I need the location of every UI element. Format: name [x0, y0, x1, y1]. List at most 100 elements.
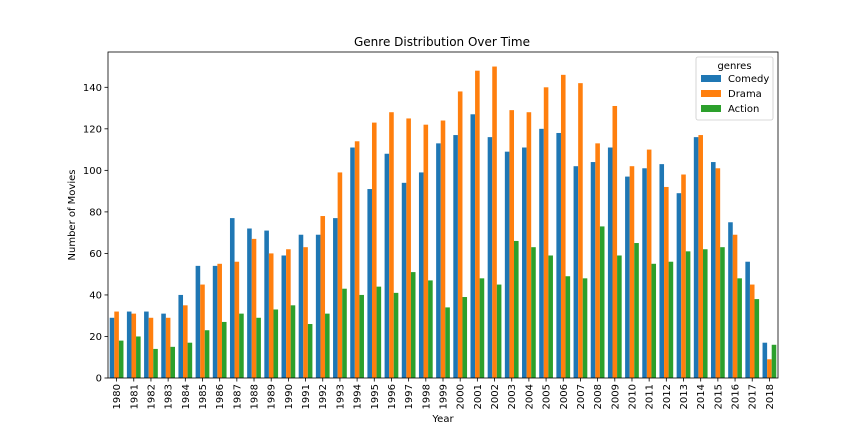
bar-comedy-1985	[195, 265, 201, 378]
bar-comedy-1993	[333, 218, 338, 378]
bar-comedy-2016	[728, 222, 733, 378]
x-tick-label: 1981	[129, 384, 140, 409]
x-tick-label: 1989	[267, 384, 278, 409]
bar-drama-1981	[131, 313, 137, 378]
bar-comedy-1984	[178, 294, 184, 378]
bar-comedy-1992	[315, 234, 321, 378]
legend-box	[695, 56, 774, 121]
x-axis: 1980 1981 1982 1983 1984 1985 1986 1987 1988 1989…	[112, 378, 776, 409]
bar-comedy-1983	[161, 313, 166, 378]
bar-action-2002	[496, 284, 502, 378]
bar-comedy-2015	[711, 162, 716, 378]
bar-drama-1986	[217, 263, 222, 378]
bar-comedy-1982	[144, 311, 149, 378]
bar-comedy-1996	[384, 153, 390, 378]
legend: genres Comedy Drama Action	[695, 56, 774, 121]
bar-drama-1983	[165, 317, 171, 378]
bar-drama-2014	[698, 135, 703, 378]
bar-action-2000	[462, 297, 468, 378]
bar-action-1988	[256, 317, 261, 378]
bar-action-2015	[720, 247, 725, 378]
bar-drama-1991	[303, 247, 308, 378]
bar-drama-2003	[509, 110, 515, 378]
y-tick-label: 40	[89, 290, 102, 301]
bar-comedy-1989	[264, 230, 269, 378]
x-tick-label: 2002	[490, 384, 501, 409]
x-tick-label: 2014	[696, 384, 707, 409]
bar-comedy-2004	[522, 147, 527, 378]
x-tick-label: 2018	[765, 384, 776, 409]
bar-action-2011	[651, 263, 657, 378]
bar-comedy-2002	[487, 137, 493, 378]
bar-action-1989	[273, 309, 279, 378]
bar-drama-2006	[560, 74, 566, 378]
x-tick-label: 2005	[542, 384, 553, 409]
bar-comedy-2007	[573, 166, 579, 378]
bar-action-1985	[204, 330, 210, 378]
bar-drama-2004	[526, 112, 532, 378]
legend-swatch-action	[701, 105, 721, 112]
x-tick-label: 1980	[112, 384, 123, 409]
x-tick-label: 2010	[627, 384, 638, 409]
bar-drama-1996	[389, 112, 394, 378]
bar-action-1992	[325, 313, 330, 378]
x-tick-label: 2007	[576, 384, 587, 409]
bar-action-1999	[445, 307, 450, 378]
bar-action-1980	[118, 340, 124, 378]
x-tick-label: 2011	[645, 384, 656, 409]
x-tick-label: 1996	[387, 384, 398, 409]
bar-comedy-2013	[676, 193, 682, 378]
bars-layer	[109, 66, 777, 379]
bar-action-1995	[376, 286, 382, 378]
y-tick-label: 100	[83, 166, 102, 177]
legend-label-action: Action	[728, 104, 759, 115]
bar-drama-1990	[286, 249, 291, 378]
bar-drama-1988	[251, 238, 257, 378]
x-tick-label: 2008	[593, 384, 604, 409]
x-tick-label: 1999	[439, 384, 450, 409]
bar-comedy-2009	[607, 147, 613, 378]
legend-label-comedy: Comedy	[728, 74, 769, 85]
legend-label-drama: Drama	[728, 89, 762, 100]
bar-drama-1984	[183, 305, 188, 378]
bar-action-1993	[342, 288, 347, 378]
bar-drama-1989	[268, 253, 274, 378]
bar-drama-1995	[371, 122, 377, 378]
x-tick-label: 2013	[679, 384, 690, 409]
y-axis-label: Number of Movies	[67, 170, 78, 261]
bar-action-1983	[170, 346, 175, 378]
bar-action-1987	[239, 313, 244, 378]
bar-action-2006	[565, 276, 571, 378]
x-tick-label: 2000	[456, 384, 467, 409]
bar-action-1990	[290, 305, 296, 378]
y-tick-label: 80	[89, 207, 102, 218]
chart-title: Genre Distribution Over Time	[354, 35, 530, 49]
x-tick-label: 1985	[198, 384, 209, 409]
x-tick-label: 1994	[353, 384, 364, 409]
x-tick-label: 2015	[713, 384, 724, 409]
bar-comedy-2001	[470, 114, 476, 378]
bar-action-2017	[754, 299, 760, 378]
bar-action-1994	[359, 294, 364, 378]
bar-action-2010	[634, 243, 639, 378]
bar-comedy-2017	[745, 261, 750, 378]
bar-drama-1997	[406, 118, 411, 378]
y-tick-label: 0	[96, 374, 102, 385]
bar-action-2005	[548, 255, 553, 378]
x-tick-label: 1990	[284, 384, 295, 409]
bar-action-2001	[479, 278, 485, 378]
bar-action-1982	[153, 348, 158, 378]
bar-drama-2001	[475, 70, 480, 378]
x-tick-label: 1995	[370, 384, 381, 409]
bar-comedy-2018	[762, 342, 768, 378]
y-tick-label: 120	[83, 124, 102, 135]
bar-drama-2000	[457, 91, 463, 378]
bar-comedy-2014	[693, 137, 699, 378]
bar-drama-2017	[749, 284, 755, 378]
bar-action-1997	[410, 272, 416, 378]
x-tick-label: 1982	[146, 384, 157, 409]
bar-action-2009	[617, 255, 622, 378]
bar-action-2016	[737, 278, 742, 378]
bar-comedy-1998	[418, 172, 424, 378]
